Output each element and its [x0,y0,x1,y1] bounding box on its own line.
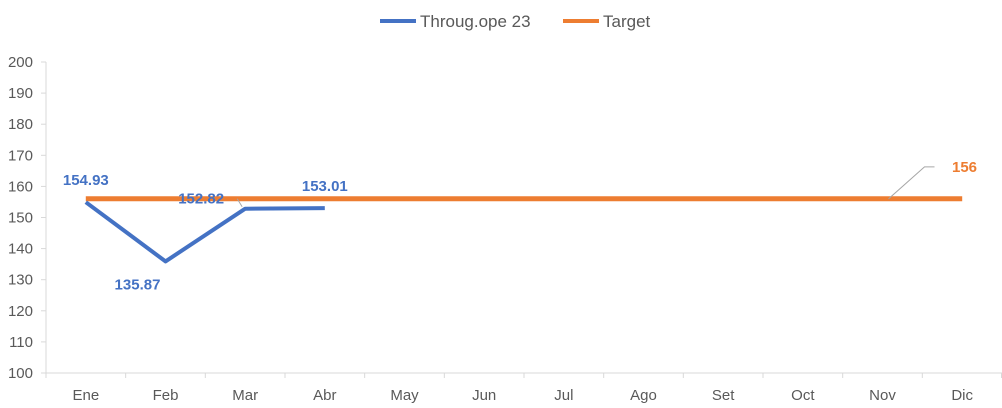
x-tick-label: Set [712,387,735,404]
data-label: 154.93 [63,172,109,189]
y-tick-label: 110 [9,334,33,351]
data-labels: 154.93 135.87 152.82 153.01 156 [63,159,977,294]
y-tick-label: 200 [8,54,33,71]
x-tick-label: Jun [472,387,496,404]
x-tick-label: Abr [313,387,336,404]
x-tick-label: Dic [951,387,973,404]
y-tick-label: 190 [8,85,33,102]
data-label: 152.82 [178,191,224,208]
series-line-throughput [84,200,325,264]
y-tick-label: 170 [8,147,33,164]
data-label: 156 [952,159,977,176]
y-tick-label: 150 [8,210,33,227]
data-label: 135.87 [115,276,161,293]
data-label: 153.01 [302,178,348,195]
y-axis: 100 110 120 130 140 150 160 170 180 190 200 [8,54,47,382]
y-tick-label: 120 [8,303,33,320]
x-tick-label: Ago [630,387,657,404]
x-tick-label: Mar [232,387,258,404]
label-leader-line [236,198,243,207]
x-tick-label: Ene [72,387,99,404]
y-tick-label: 140 [8,241,33,258]
legend-label: Throug.ope 23 [420,12,531,31]
x-tick-label: Feb [153,387,179,404]
y-tick-label: 180 [8,116,33,133]
legend: Throug.ope 23 Target [380,12,651,31]
y-tick-label: 160 [8,178,33,195]
x-tick-label: Nov [869,387,896,404]
y-tick-label: 130 [8,272,33,289]
legend-label: Target [603,12,651,31]
label-leader-line [888,166,935,200]
x-tick-label: Oct [791,387,815,404]
x-axis: Ene Feb Mar Abr May Jun Jul Ago Set Oct Nov Dic [45,372,1002,404]
x-tick-label: Jul [554,387,573,404]
y-tick-label: 100 [8,365,33,382]
series-layer [84,196,963,264]
x-tick-label: May [390,387,419,404]
